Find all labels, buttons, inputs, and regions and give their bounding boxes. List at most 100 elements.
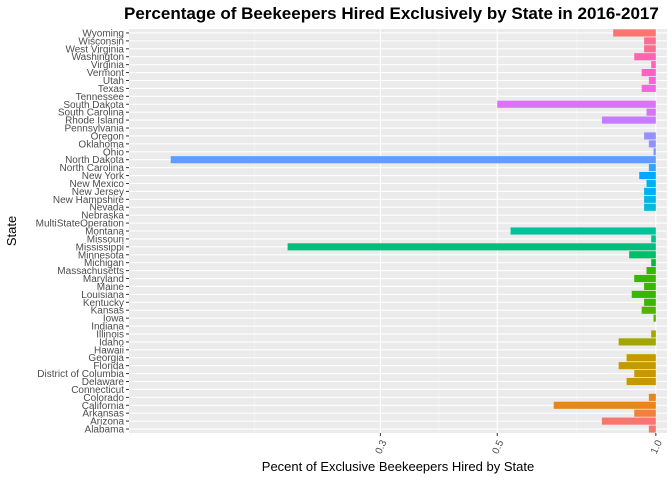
y-tick-label: Wisconsin [78, 36, 124, 47]
bar-colorado [648, 393, 656, 401]
bar-vermont [641, 69, 656, 77]
y-tick-label: Arkansas [82, 409, 124, 420]
y-tick-label: Missouri [87, 234, 124, 245]
y-tick-label: South Carolina [58, 108, 125, 119]
x-axis: 0.3 0.5 1.0 [374, 433, 665, 456]
y-tick-label: District of Columbia [37, 369, 124, 380]
y-tick-label: Iowa [103, 314, 125, 325]
bars [170, 29, 656, 433]
y-tick-label: Alabama [85, 425, 125, 436]
bar-delaware [626, 377, 656, 386]
y-tick-label: West Virginia [65, 44, 124, 55]
bar-montana [510, 227, 656, 235]
y-tick-label: Tennessee [76, 92, 125, 103]
bar-massachusetts [646, 267, 656, 275]
bar-south-dakota [497, 100, 656, 108]
bar-new-york [639, 171, 656, 180]
y-tick-label: Kentucky [83, 298, 124, 309]
y-tick-label: Utah [103, 76, 124, 87]
y-tick-label: Ohio [103, 147, 125, 158]
y-tick-label: North Dakota [65, 155, 124, 166]
y-tick-label: Texas [98, 84, 124, 95]
bar-new-mexico [646, 179, 656, 188]
y-tick-label: Louisiana [81, 290, 124, 301]
bar-texas [641, 84, 656, 92]
bar-georgia [626, 354, 656, 362]
bar-district-of-columbia [634, 370, 656, 378]
y-tick-label: Nebraska [81, 211, 124, 222]
bar-maine [644, 282, 656, 291]
x-axis-title: Pecent of Exclusive Beekeepers Hired by … [262, 459, 534, 474]
y-tick-label: Maine [97, 282, 125, 293]
bar-virginia [651, 61, 656, 69]
bar-nevada [644, 203, 656, 211]
bar-north-carolina [648, 164, 656, 172]
y-tick-label: Delaware [82, 377, 125, 388]
y-tick-label: Massachusetts [57, 266, 124, 277]
x-tick-label: 0.3 [374, 438, 390, 456]
y-tick-label: Oregon [91, 131, 124, 142]
y-tick-label: Rhode Island [65, 116, 124, 127]
bar-michigan [651, 259, 656, 267]
y-tick-label: Idaho [99, 337, 124, 348]
y-tick-label: Georgia [88, 353, 124, 364]
bar-utah [648, 76, 656, 85]
bar-new-jersey [644, 187, 656, 195]
bar-illinois [651, 330, 656, 338]
gridlines [129, 29, 667, 433]
y-tick-label: California [82, 401, 125, 412]
bar-washington [634, 53, 656, 61]
x-tick-label: 0.5 [490, 438, 506, 456]
bar-kansas [641, 306, 656, 314]
y-tick-label: Kansas [91, 306, 124, 317]
bar-missouri [651, 235, 656, 243]
bar-iowa [653, 314, 656, 322]
y-tick-label: Virginia [91, 60, 125, 71]
y-tick-label: Illinois [96, 329, 124, 340]
y-tick-label: Florida [93, 361, 124, 372]
y-axis-title: State [4, 216, 19, 246]
bar-arkansas [634, 409, 656, 417]
bar-louisiana [631, 290, 656, 298]
y-tick-label: Hawaii [94, 345, 124, 356]
bar-south-carolina [646, 108, 656, 116]
bar-california [553, 401, 656, 409]
y-tick-label: Arizona [90, 417, 124, 428]
y-tick-label: Montana [85, 227, 124, 238]
y-tick-label: Michigan [84, 258, 124, 269]
y-tick-label: Maryland [83, 274, 124, 285]
y-tick-label: New York [82, 171, 125, 182]
y-axis: AlabamaArizonaArkansasCaliforniaColorado… [36, 28, 129, 436]
bar-mississippi [287, 243, 656, 251]
y-tick-label: Pennsylvania [65, 124, 125, 135]
y-tick-label: Wyoming [82, 28, 124, 39]
y-tick-label: MultiStateOperation [36, 219, 124, 230]
bar-idaho [618, 338, 656, 346]
bar-arizona [601, 417, 656, 425]
bar-oklahoma [648, 140, 656, 148]
y-tick-label: North Carolina [60, 163, 125, 174]
y-tick-label: Mississippi [76, 242, 124, 253]
y-tick-label: Indiana [91, 322, 124, 333]
y-tick-label: Connecticut [71, 385, 124, 396]
bar-maryland [634, 274, 656, 283]
bar-alabama [648, 425, 656, 433]
y-tick-label: New Jersey [72, 187, 124, 198]
bar-wisconsin [644, 37, 656, 45]
bar-new-hampshire [644, 195, 656, 203]
bar-rhode-island [601, 116, 656, 124]
bar-kentucky [644, 298, 656, 306]
y-tick-label: South Dakota [63, 100, 124, 111]
bar-ohio [653, 148, 656, 156]
y-tick-label: Minnesota [78, 250, 125, 261]
y-tick-label: Nevada [90, 203, 125, 214]
bar-north-dakota [170, 156, 656, 164]
y-tick-label: Colorado [83, 393, 124, 404]
bar-florida [618, 362, 656, 370]
y-tick-label: New Hampshire [53, 195, 125, 206]
bar-wyoming [613, 29, 656, 37]
y-tick-label: New Mexico [70, 179, 125, 190]
y-tick-label: Oklahoma [78, 139, 124, 150]
x-tick-label: 1.0 [649, 438, 665, 456]
